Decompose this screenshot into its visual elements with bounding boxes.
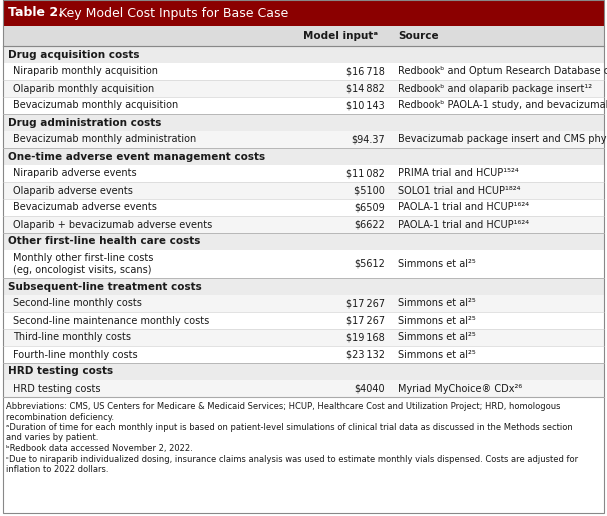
Text: $16 718: $16 718 — [346, 67, 385, 76]
Text: inflation to 2022 dollars.: inflation to 2022 dollars. — [6, 465, 109, 474]
Text: Myriad MyChoice® CDx²⁶: Myriad MyChoice® CDx²⁶ — [398, 383, 522, 394]
Bar — [3, 131, 604, 148]
Text: $14 882: $14 882 — [346, 84, 385, 93]
Bar — [3, 363, 604, 380]
Text: Redbookᵇ and Optum Research Database claimsᶜ: Redbookᵇ and Optum Research Database cla… — [398, 67, 607, 76]
Text: PAOLA-1 trial and HCUP¹⁶²⁴: PAOLA-1 trial and HCUP¹⁶²⁴ — [398, 219, 529, 230]
Text: $6622: $6622 — [354, 219, 385, 230]
Text: $23 132: $23 132 — [346, 349, 385, 360]
Bar — [3, 97, 604, 114]
Text: recombination deficiency.: recombination deficiency. — [6, 412, 114, 422]
Bar — [3, 346, 604, 363]
Bar — [3, 312, 604, 329]
Text: Simmons et al²⁵: Simmons et al²⁵ — [398, 315, 476, 326]
Text: One-time adverse event management costs: One-time adverse event management costs — [8, 152, 265, 162]
Text: Simmons et al²⁵: Simmons et al²⁵ — [398, 332, 476, 343]
Text: Simmons et al²⁵: Simmons et al²⁵ — [398, 298, 476, 309]
Text: ᶜDue to niraparib individualized dosing, insurance claims analysis was used to e: ᶜDue to niraparib individualized dosing,… — [6, 455, 578, 463]
Text: Other first-line health care costs: Other first-line health care costs — [8, 236, 200, 247]
Text: Bevacizumab package insert and CMS physician fee schedule¹¹²³: Bevacizumab package insert and CMS physi… — [398, 135, 607, 144]
Text: Bevacizumab adverse events: Bevacizumab adverse events — [13, 202, 157, 213]
Text: $5612: $5612 — [354, 259, 385, 269]
Bar — [3, 148, 604, 165]
Text: Second-line maintenance monthly costs: Second-line maintenance monthly costs — [13, 315, 209, 326]
Text: Fourth-line monthly costs: Fourth-line monthly costs — [13, 349, 138, 360]
Bar — [3, 165, 604, 182]
Text: Source: Source — [398, 31, 439, 41]
Bar — [3, 199, 604, 216]
Bar — [3, 80, 604, 97]
Text: Niraparib adverse events: Niraparib adverse events — [13, 169, 137, 179]
Text: Niraparib monthly acquisition: Niraparib monthly acquisition — [13, 67, 158, 76]
Text: Bevacizumab monthly acquisition: Bevacizumab monthly acquisition — [13, 101, 178, 110]
Bar — [3, 114, 604, 131]
Text: Second-line monthly costs: Second-line monthly costs — [13, 298, 142, 309]
Text: Simmons et al²⁵: Simmons et al²⁵ — [398, 349, 476, 360]
Bar — [3, 329, 604, 346]
Bar — [3, 0, 604, 26]
Text: $19 168: $19 168 — [346, 332, 385, 343]
Text: ᵇRedbook data accessed November 2, 2022.: ᵇRedbook data accessed November 2, 2022. — [6, 444, 193, 453]
Text: Drug acquisition costs: Drug acquisition costs — [8, 50, 140, 59]
Bar — [3, 182, 604, 199]
Bar — [3, 233, 604, 250]
Text: Redbookᵇ and olaparib package insert¹²: Redbookᵇ and olaparib package insert¹² — [398, 84, 592, 93]
Bar — [3, 63, 604, 80]
Text: HRD testing costs: HRD testing costs — [8, 366, 113, 377]
Text: PAOLA-1 trial and HCUP¹⁶²⁴: PAOLA-1 trial and HCUP¹⁶²⁴ — [398, 202, 529, 213]
Text: $10 143: $10 143 — [346, 101, 385, 110]
Bar — [3, 26, 604, 46]
Text: Simmons et al²⁵: Simmons et al²⁵ — [398, 259, 476, 269]
Text: SOLO1 trial and HCUP¹⁸²⁴: SOLO1 trial and HCUP¹⁸²⁴ — [398, 185, 520, 196]
Text: $5100: $5100 — [351, 185, 385, 196]
Text: (eg, oncologist visits, scans): (eg, oncologist visits, scans) — [13, 265, 152, 275]
Text: $17 267: $17 267 — [346, 298, 385, 309]
Text: Model inputᵃ: Model inputᵃ — [303, 31, 378, 41]
Text: $6509: $6509 — [354, 202, 385, 213]
Text: Drug administration costs: Drug administration costs — [8, 118, 161, 127]
Text: PRIMA trial and HCUP¹⁵²⁴: PRIMA trial and HCUP¹⁵²⁴ — [398, 169, 519, 179]
Text: Table 2.: Table 2. — [8, 7, 63, 20]
Text: $4040: $4040 — [354, 383, 385, 394]
Text: Monthly other first-line costs: Monthly other first-line costs — [13, 253, 154, 263]
Text: HRD testing costs: HRD testing costs — [13, 383, 101, 394]
Text: Key Model Cost Inputs for Base Case: Key Model Cost Inputs for Base Case — [55, 7, 288, 20]
Text: Subsequent-line treatment costs: Subsequent-line treatment costs — [8, 282, 202, 292]
Text: $17 267: $17 267 — [346, 315, 385, 326]
Bar — [3, 380, 604, 397]
Text: Olaparib + bevacizumab adverse events: Olaparib + bevacizumab adverse events — [13, 219, 212, 230]
Text: Olaparib monthly acquisition: Olaparib monthly acquisition — [13, 84, 154, 93]
Text: Abbreviations: CMS, US Centers for Medicare & Medicaid Services; HCUP, Healthcar: Abbreviations: CMS, US Centers for Medic… — [6, 402, 560, 411]
Text: Third-line monthly costs: Third-line monthly costs — [13, 332, 131, 343]
Text: Olaparib adverse events: Olaparib adverse events — [13, 185, 133, 196]
Text: $94.37: $94.37 — [351, 135, 385, 144]
Text: Bevacizumab monthly administration: Bevacizumab monthly administration — [13, 135, 196, 144]
Bar — [3, 250, 604, 278]
Bar — [3, 278, 604, 295]
Bar — [3, 295, 604, 312]
Text: Redbookᵇ PAOLA-1 study, and bevacizumab package insertᵀᶜᵈ: Redbookᵇ PAOLA-1 study, and bevacizumab … — [398, 101, 607, 110]
Bar — [3, 46, 604, 63]
Bar — [3, 216, 604, 233]
Text: ᵃDuration of time for each monthly input is based on patient-level simulations o: ᵃDuration of time for each monthly input… — [6, 423, 573, 432]
Text: and varies by patient.: and varies by patient. — [6, 433, 98, 443]
Text: $11 082: $11 082 — [346, 169, 385, 179]
